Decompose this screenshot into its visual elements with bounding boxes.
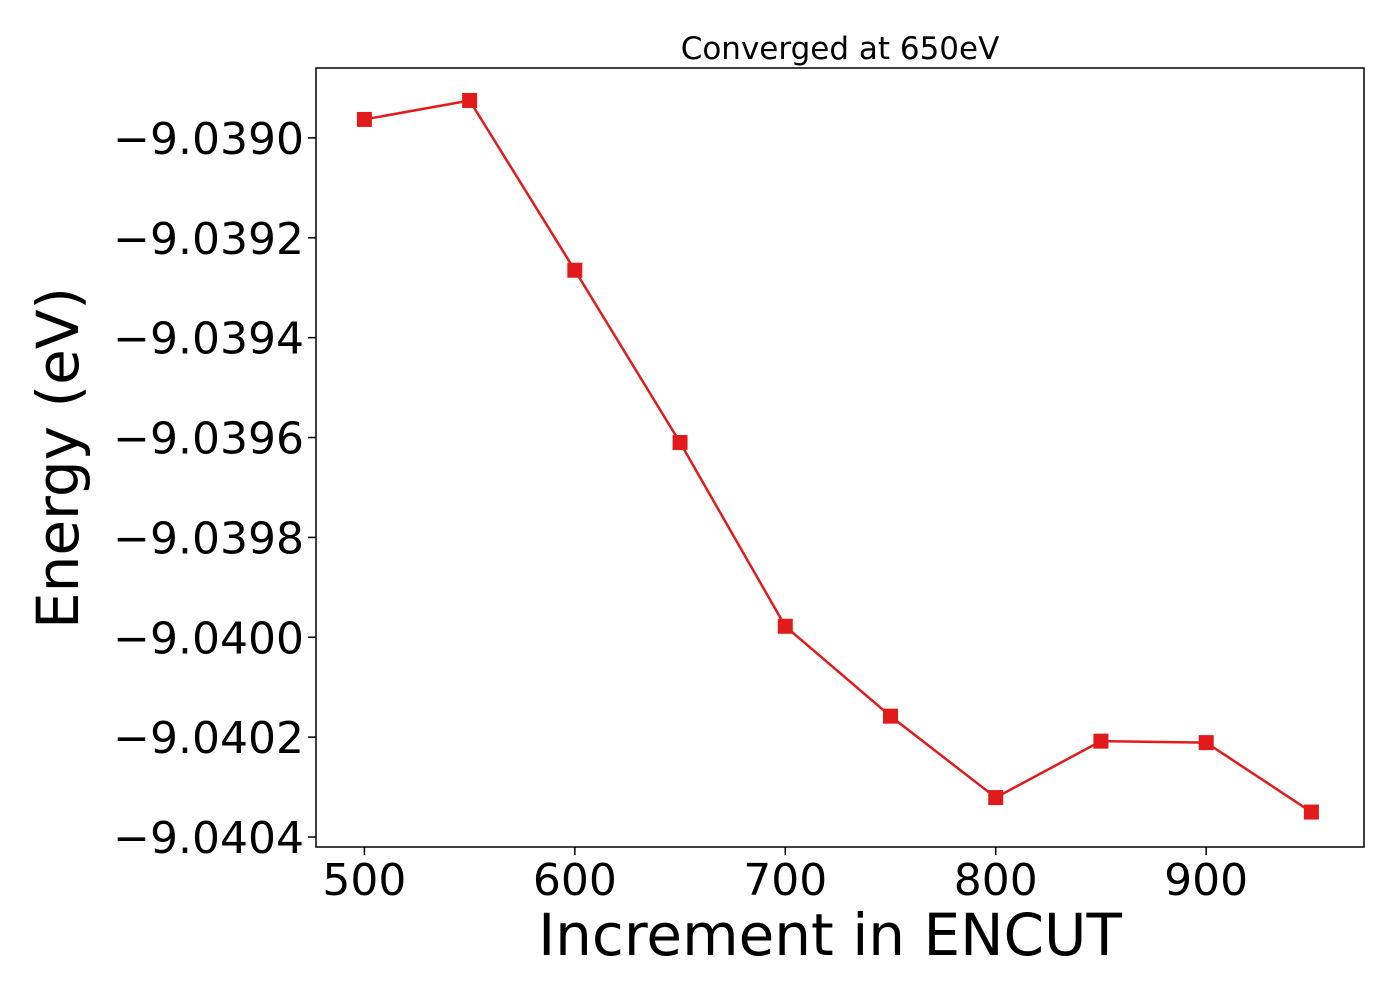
data-point <box>356 111 372 127</box>
x-tick-label: 700 <box>743 855 827 906</box>
y-tick-label: −9.0398 <box>113 513 304 564</box>
chart-title: Converged at 650eV <box>681 31 1000 67</box>
x-tick-label: 800 <box>954 855 1038 906</box>
y-tick-label: −9.0404 <box>113 813 304 864</box>
y-tick-label: −9.0396 <box>113 414 304 465</box>
x-tick-label: 500 <box>322 855 406 906</box>
y-tick-label: −9.0394 <box>113 314 304 365</box>
y-axis: −9.0390 −9.0392 −9.0394 −9.0396 −9.0398 −9.04… <box>113 114 316 864</box>
plot-area-frame <box>315 67 1365 848</box>
x-tick-label: 600 <box>533 855 617 906</box>
y-axis-title: Energy (eV) <box>24 287 92 629</box>
data-point <box>567 262 583 278</box>
data-point <box>462 92 478 108</box>
data-point <box>1303 804 1319 820</box>
series-group <box>356 92 1319 820</box>
data-point <box>1198 735 1214 751</box>
y-tick-label: −9.0400 <box>113 613 304 664</box>
y-tick-label: −9.0402 <box>113 713 304 764</box>
y-tick-label: −9.0390 <box>113 114 304 165</box>
data-point <box>777 618 793 634</box>
data-point <box>1093 733 1109 749</box>
x-tick-label: 900 <box>1164 855 1248 906</box>
data-point <box>883 708 899 724</box>
y-tick-label: −9.0392 <box>113 214 304 265</box>
data-point <box>988 790 1004 806</box>
x-axis-title: Increment in ENCUT <box>538 901 1122 969</box>
series-line <box>364 99 1313 814</box>
data-point <box>672 435 688 451</box>
x-axis: 500 600 700 800 900 <box>322 847 1248 906</box>
